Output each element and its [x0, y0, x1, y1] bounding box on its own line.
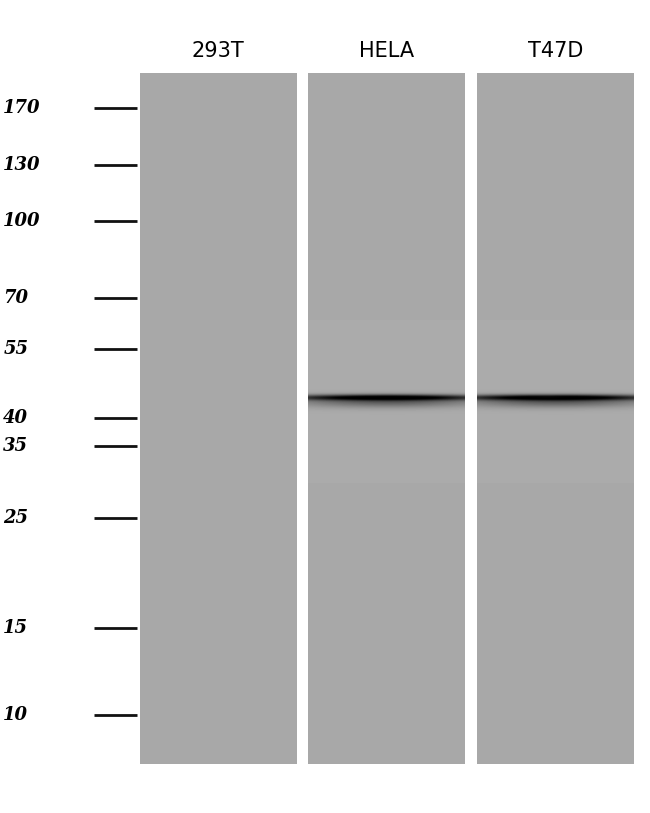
- Text: 100: 100: [3, 212, 41, 230]
- Text: 35: 35: [3, 437, 28, 455]
- Text: 55: 55: [3, 341, 28, 359]
- Bar: [308, 73, 465, 764]
- Text: 25: 25: [3, 510, 28, 528]
- Text: 70: 70: [3, 289, 28, 307]
- Text: 40: 40: [3, 409, 28, 427]
- Text: 293T: 293T: [192, 41, 244, 61]
- Text: 15: 15: [3, 619, 28, 637]
- Text: T47D: T47D: [528, 41, 583, 61]
- Text: HELA: HELA: [359, 41, 414, 61]
- Text: 10: 10: [3, 706, 28, 724]
- Text: 130: 130: [3, 156, 41, 174]
- Bar: [465, 73, 477, 764]
- Bar: [140, 73, 296, 764]
- Bar: [296, 73, 308, 764]
- Text: 170: 170: [3, 98, 41, 116]
- Bar: [477, 73, 634, 764]
